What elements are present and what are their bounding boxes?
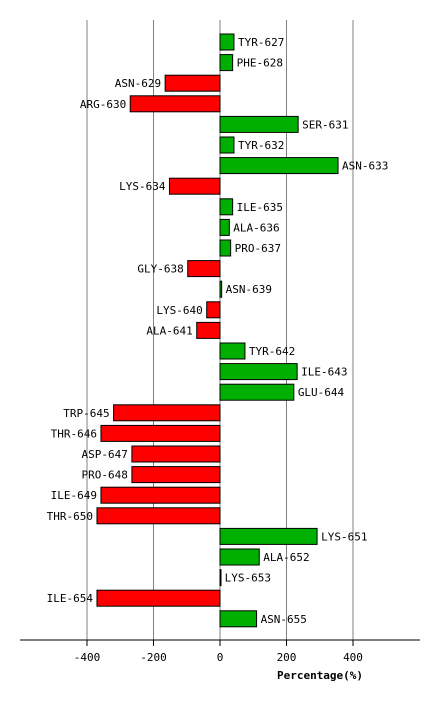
bar-label: ALA-641 — [146, 324, 192, 337]
bar-label: ARG-630 — [80, 98, 126, 111]
bar-label: LYS-640 — [156, 304, 202, 317]
bar-label: THR-646 — [51, 427, 97, 440]
bar — [219, 363, 298, 381]
bar-label: GLY-638 — [137, 263, 183, 276]
bar-label: PHE-628 — [237, 57, 283, 70]
bar-layer — [96, 33, 339, 628]
bar-label: LYS-634 — [119, 180, 166, 193]
bar-label: ASN-639 — [226, 283, 272, 296]
x-tick-label: -200 — [140, 651, 167, 664]
bar — [219, 115, 299, 133]
x-tick-label: 0 — [217, 651, 224, 664]
bar-label: THR-650 — [47, 510, 93, 523]
bar-label: ILE-649 — [51, 489, 97, 502]
bar-label: TRP-645 — [63, 407, 109, 420]
axis-layer: -400 -200 0 200 400 — [20, 639, 420, 664]
x-axis-title: Percentage(%) — [277, 669, 363, 682]
x-tick-label: -400 — [74, 651, 101, 664]
bar — [219, 342, 246, 360]
bar — [131, 445, 221, 463]
bar-label: ALA-636 — [233, 221, 279, 234]
bar-label: ASN-655 — [261, 613, 307, 626]
bar-label: TYR-632 — [238, 139, 284, 152]
bar — [96, 507, 221, 525]
bar — [164, 74, 221, 92]
bar — [219, 198, 234, 216]
bar-label: TYR-642 — [249, 345, 295, 358]
bar — [219, 569, 222, 587]
bar-label: SER-631 — [302, 118, 348, 131]
bar-label: PRO-637 — [235, 242, 281, 255]
bar — [196, 321, 221, 339]
bar — [219, 383, 295, 401]
bar-label: ASN-633 — [342, 160, 388, 173]
bar-label: ASN-629 — [115, 77, 161, 90]
bar — [131, 466, 221, 484]
bar-label: PRO-648 — [82, 469, 128, 482]
bar — [113, 404, 221, 422]
bar — [219, 54, 234, 72]
x-tick-label: 200 — [277, 651, 297, 664]
bar — [100, 424, 221, 442]
bar — [219, 239, 232, 257]
bar — [187, 260, 221, 278]
x-tick-label: 400 — [343, 651, 363, 664]
bar — [219, 218, 230, 236]
bar-label: GLU-644 — [298, 386, 345, 399]
bar-label: LYS-651 — [321, 530, 367, 543]
bar-label: ASP-647 — [82, 448, 128, 461]
bar — [219, 280, 223, 298]
bar — [219, 157, 339, 175]
bar — [219, 136, 235, 154]
bar — [219, 610, 258, 628]
bar-label: ALA-652 — [263, 551, 309, 564]
bar — [96, 589, 221, 607]
bar-label: ILE-643 — [301, 366, 347, 379]
bar — [206, 301, 221, 319]
label-layer: TYR-627 PHE-628 ASN-629 ARG-630 SER-631 TYR-6… — [47, 36, 389, 626]
bar — [129, 95, 221, 113]
bar — [219, 548, 260, 566]
bar — [100, 486, 221, 504]
bar-label: LYS-653 — [225, 572, 271, 585]
bar — [219, 33, 235, 51]
bar — [168, 177, 221, 195]
bar-label: TYR-627 — [238, 36, 284, 49]
bar-label: ILE-635 — [237, 201, 283, 214]
bar — [219, 527, 318, 545]
bar-label: ILE-654 — [47, 592, 94, 605]
